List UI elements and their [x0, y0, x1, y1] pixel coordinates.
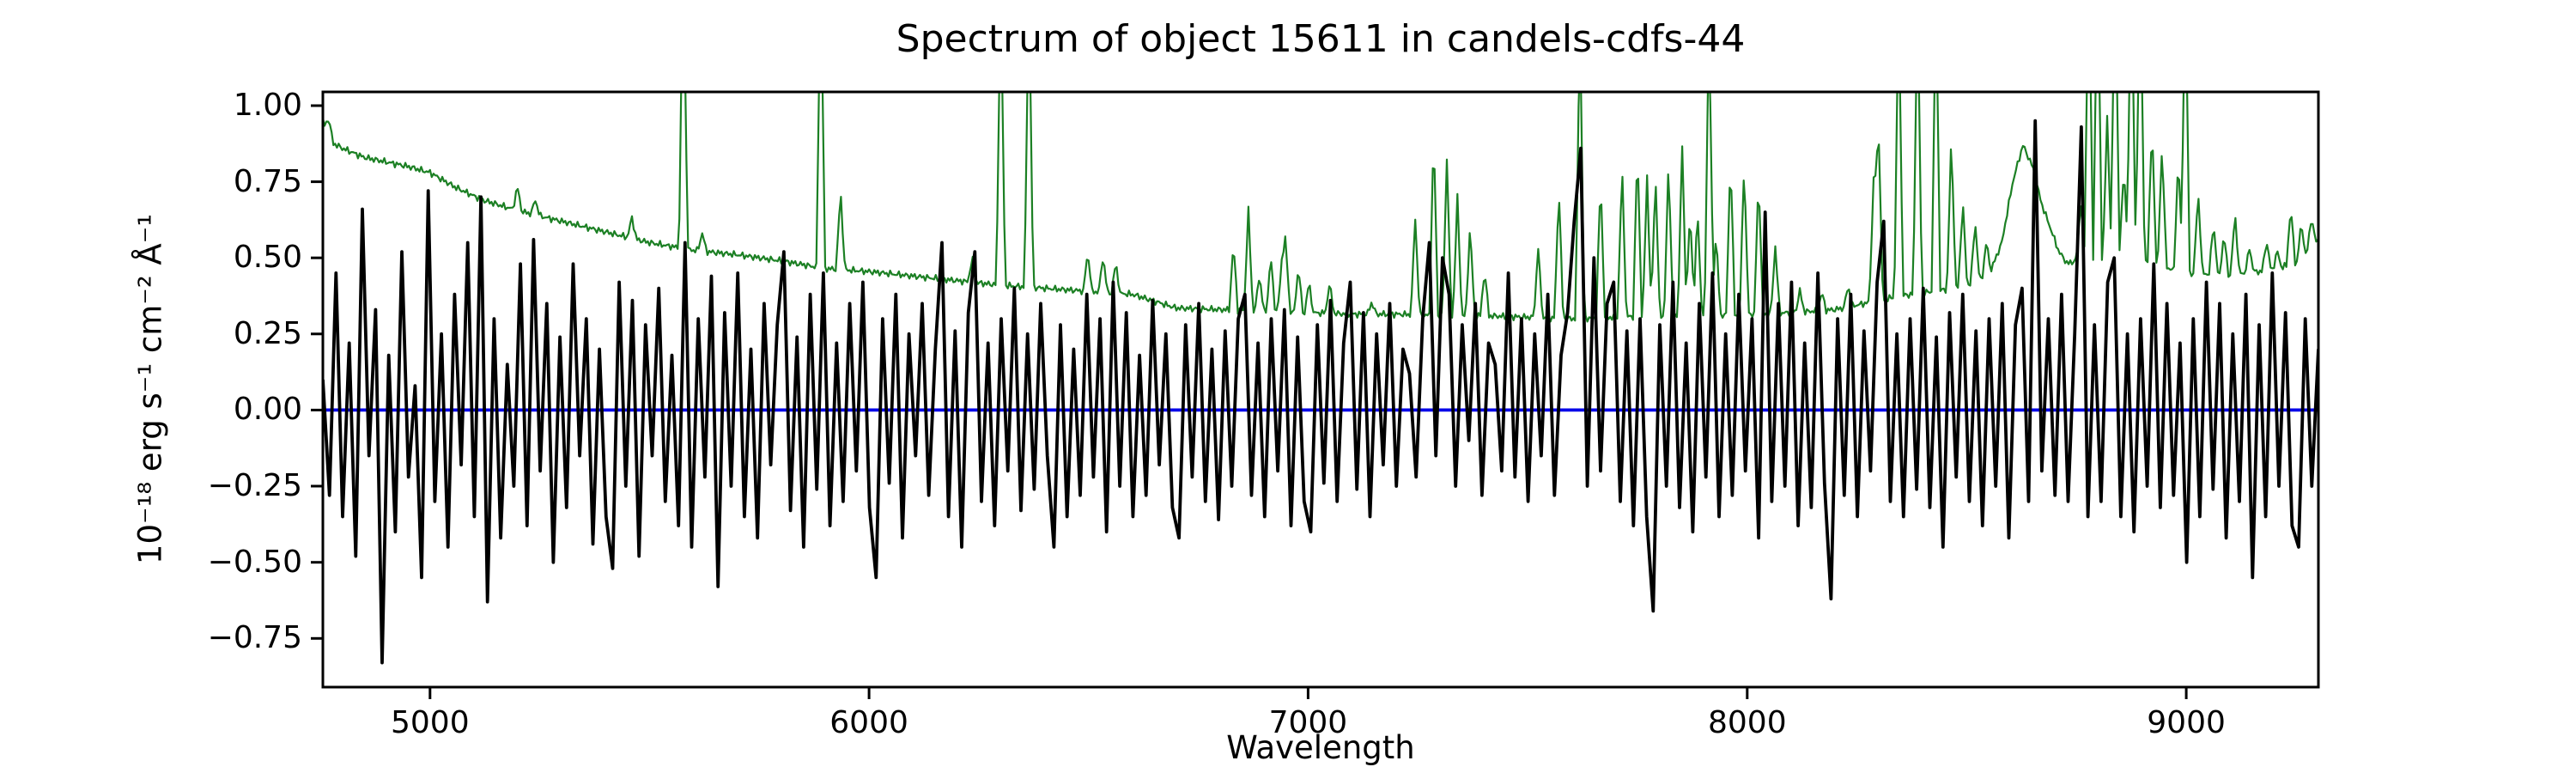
x-tick-label: 5000: [390, 705, 470, 740]
chart-title: Spectrum of object 15611 in candels-cdfs…: [896, 17, 1746, 61]
flux-series-path: [323, 119, 2318, 665]
y-tick-label: −0.50: [207, 544, 302, 580]
y-tick-label: 0.50: [233, 240, 302, 276]
plot-border: [321, 90, 2320, 689]
x-tick-label: 6000: [829, 705, 908, 740]
x-tick-label: 7000: [1268, 705, 1348, 740]
x-tick-label: 8000: [1707, 705, 1787, 740]
y-tick-label: 0.25: [233, 315, 302, 351]
error-sky-series-path: [323, 92, 2318, 323]
y-tick-label: −0.25: [207, 468, 302, 503]
y-tick-label: 1.00: [233, 88, 302, 123]
y-tick-label: 0.00: [233, 392, 302, 428]
y-tick-label: 0.75: [233, 163, 302, 199]
y-axis-label: 10⁻¹⁸ erg s⁻¹ cm⁻² Å⁻¹: [131, 213, 169, 565]
x-axis-label: Wavelength: [1226, 729, 1415, 766]
y-tick-label: −0.75: [207, 620, 302, 656]
x-tick-label: 9000: [2147, 705, 2226, 740]
